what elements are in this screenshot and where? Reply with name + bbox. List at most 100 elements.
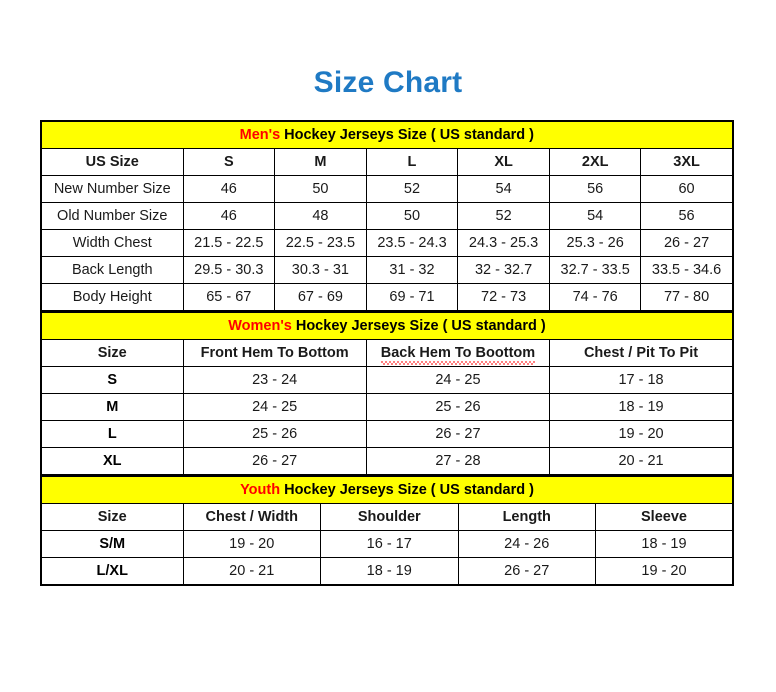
table-row: Body Height 65 - 67 67 - 69 69 - 71 72 -… (40, 283, 734, 312)
table-row: S 23 - 24 24 - 25 17 - 18 (40, 366, 734, 394)
womens-row-label-l: L (40, 420, 184, 448)
table-cell: 19 - 20 (595, 557, 734, 586)
table-cell: 17 - 18 (549, 366, 734, 394)
table-cell: 67 - 69 (274, 283, 367, 312)
table-cell: 24.3 - 25.3 (457, 229, 550, 257)
table-cell: 26 - 27 (457, 557, 596, 586)
mens-section-banner: Men's Hockey Jerseys Size ( US standard … (40, 120, 734, 149)
table-cell: 32 - 32.7 (457, 256, 550, 284)
table-cell: 24 - 26 (457, 530, 596, 558)
table-cell: 25 - 26 (365, 393, 551, 421)
table-cell: 69 - 71 (365, 283, 459, 312)
mens-col-l: L (365, 148, 459, 176)
table-cell: 16 - 17 (320, 530, 459, 558)
table-cell: 29.5 - 30.3 (182, 256, 276, 284)
table-cell: 22.5 - 23.5 (274, 229, 367, 257)
table-cell: 18 - 19 (595, 530, 734, 558)
table-cell: 77 - 80 (640, 283, 734, 312)
table-cell: 46 (182, 175, 276, 203)
table-cell: 20 - 21 (549, 447, 734, 476)
table-cell: 52 (457, 202, 550, 230)
womens-col-size: Size (40, 339, 184, 367)
mens-banner-rest: Hockey Jerseys Size ( US standard ) (280, 127, 535, 143)
womens-banner-row: Women's Hockey Jerseys Size ( US standar… (40, 312, 734, 340)
youth-col-chest-width: Chest / Width (182, 503, 321, 531)
womens-header-row: Size Front Hem To Bottom Back Hem To Boo… (40, 339, 734, 367)
youth-section-banner: Youth Hockey Jerseys Size ( US standard … (40, 476, 734, 504)
womens-row-label-xl: XL (40, 447, 184, 476)
table-row: XL 26 - 27 27 - 28 20 - 21 (40, 447, 734, 476)
table-cell: 25 - 26 (182, 420, 367, 448)
table-cell: 26 - 27 (365, 420, 551, 448)
mens-row-label-width-chest: Width Chest (40, 229, 184, 257)
mens-col-s: S (182, 148, 276, 176)
table-cell: 48 (274, 202, 367, 230)
mens-banner-row: Men's Hockey Jerseys Size ( US standard … (40, 120, 734, 149)
youth-col-shoulder: Shoulder (320, 503, 459, 531)
mens-header-row: US Size S M L XL 2XL 3XL (40, 148, 734, 176)
womens-banner-rest: Hockey Jerseys Size ( US standard ) (291, 318, 546, 334)
mens-banner-accent: Men's (239, 127, 281, 143)
youth-row-label-sm: S/M (40, 530, 184, 558)
table-cell: 19 - 20 (182, 530, 321, 558)
mens-row-label-old-number-size: Old Number Size (40, 202, 184, 230)
table-cell: 65 - 67 (182, 283, 276, 312)
table-cell: 56 (640, 202, 734, 230)
womens-size-table: Women's Hockey Jerseys Size ( US standar… (40, 312, 734, 476)
youth-col-length: Length (457, 503, 596, 531)
table-cell: 56 (548, 175, 642, 203)
page-title: Size Chart (313, 66, 463, 99)
table-cell: 21.5 - 22.5 (182, 229, 276, 257)
womens-col-front-hem-to-bottom: Front Hem To Bottom (182, 339, 367, 367)
womens-col-chest-pit-to-pit: Chest / Pit To Pit (549, 339, 734, 367)
size-chart-tables: Men's Hockey Jerseys Size ( US standard … (40, 120, 735, 586)
table-row: Width Chest 21.5 - 22.5 22.5 - 23.5 23.5… (40, 229, 734, 257)
mens-col-m: M (274, 148, 367, 176)
table-row: New Number Size 46 50 52 54 56 60 (40, 175, 734, 203)
misspelled-header-text: Back Hem To Boottom (380, 341, 536, 366)
womens-section-banner: Women's Hockey Jerseys Size ( US standar… (40, 312, 734, 340)
table-cell: 23.5 - 24.3 (365, 229, 459, 257)
table-cell: 50 (274, 175, 367, 203)
table-cell: 54 (457, 175, 550, 203)
mens-col-3xl: 3XL (640, 148, 734, 176)
table-cell: 60 (640, 175, 734, 203)
womens-col-back-hem-to-bottom: Back Hem To Boottom (365, 339, 551, 367)
table-row: L 25 - 26 26 - 27 19 - 20 (40, 420, 734, 448)
youth-size-table: Youth Hockey Jerseys Size ( US standard … (40, 476, 735, 586)
mens-col-2xl: 2XL (548, 148, 642, 176)
womens-row-label-s: S (40, 366, 184, 394)
table-cell: 26 - 27 (182, 447, 367, 476)
table-cell: 23 - 24 (182, 366, 367, 394)
youth-banner-accent: Youth (240, 482, 281, 498)
table-cell: 33.5 - 34.6 (640, 256, 734, 284)
mens-row-label-body-height: Body Height (40, 283, 184, 312)
mens-col-xl: XL (457, 148, 550, 176)
youth-header-row: Size Chest / Width Shoulder Length Sleev… (40, 503, 734, 531)
table-cell: 52 (365, 175, 459, 203)
mens-row-label-back-length: Back Length (40, 256, 184, 284)
table-cell: 30.3 - 31 (274, 256, 367, 284)
youth-row-label-lxl: L/XL (40, 557, 184, 586)
table-row: M 24 - 25 25 - 26 18 - 19 (40, 393, 734, 421)
table-cell: 25.3 - 26 (548, 229, 642, 257)
table-cell: 18 - 19 (549, 393, 734, 421)
table-cell: 46 (182, 202, 276, 230)
table-cell: 19 - 20 (549, 420, 734, 448)
youth-col-size: Size (40, 503, 184, 531)
mens-row-label-new-number-size: New Number Size (40, 175, 184, 203)
youth-col-sleeve: Sleeve (595, 503, 734, 531)
table-cell: 54 (548, 202, 642, 230)
table-row: L/XL 20 - 21 18 - 19 26 - 27 19 - 20 (40, 557, 734, 586)
table-cell: 24 - 25 (365, 366, 551, 394)
table-cell: 20 - 21 (182, 557, 321, 586)
youth-banner-row: Youth Hockey Jerseys Size ( US standard … (40, 476, 734, 504)
youth-banner-rest: Hockey Jerseys Size ( US standard ) (280, 482, 534, 498)
table-cell: 74 - 76 (548, 283, 642, 312)
womens-banner-accent: Women's (228, 318, 292, 334)
table-cell: 26 - 27 (640, 229, 734, 257)
table-row: Old Number Size 46 48 50 52 54 56 (40, 202, 734, 230)
table-row: Back Length 29.5 - 30.3 30.3 - 31 31 - 3… (40, 256, 734, 284)
mens-col-us-size: US Size (40, 148, 184, 176)
